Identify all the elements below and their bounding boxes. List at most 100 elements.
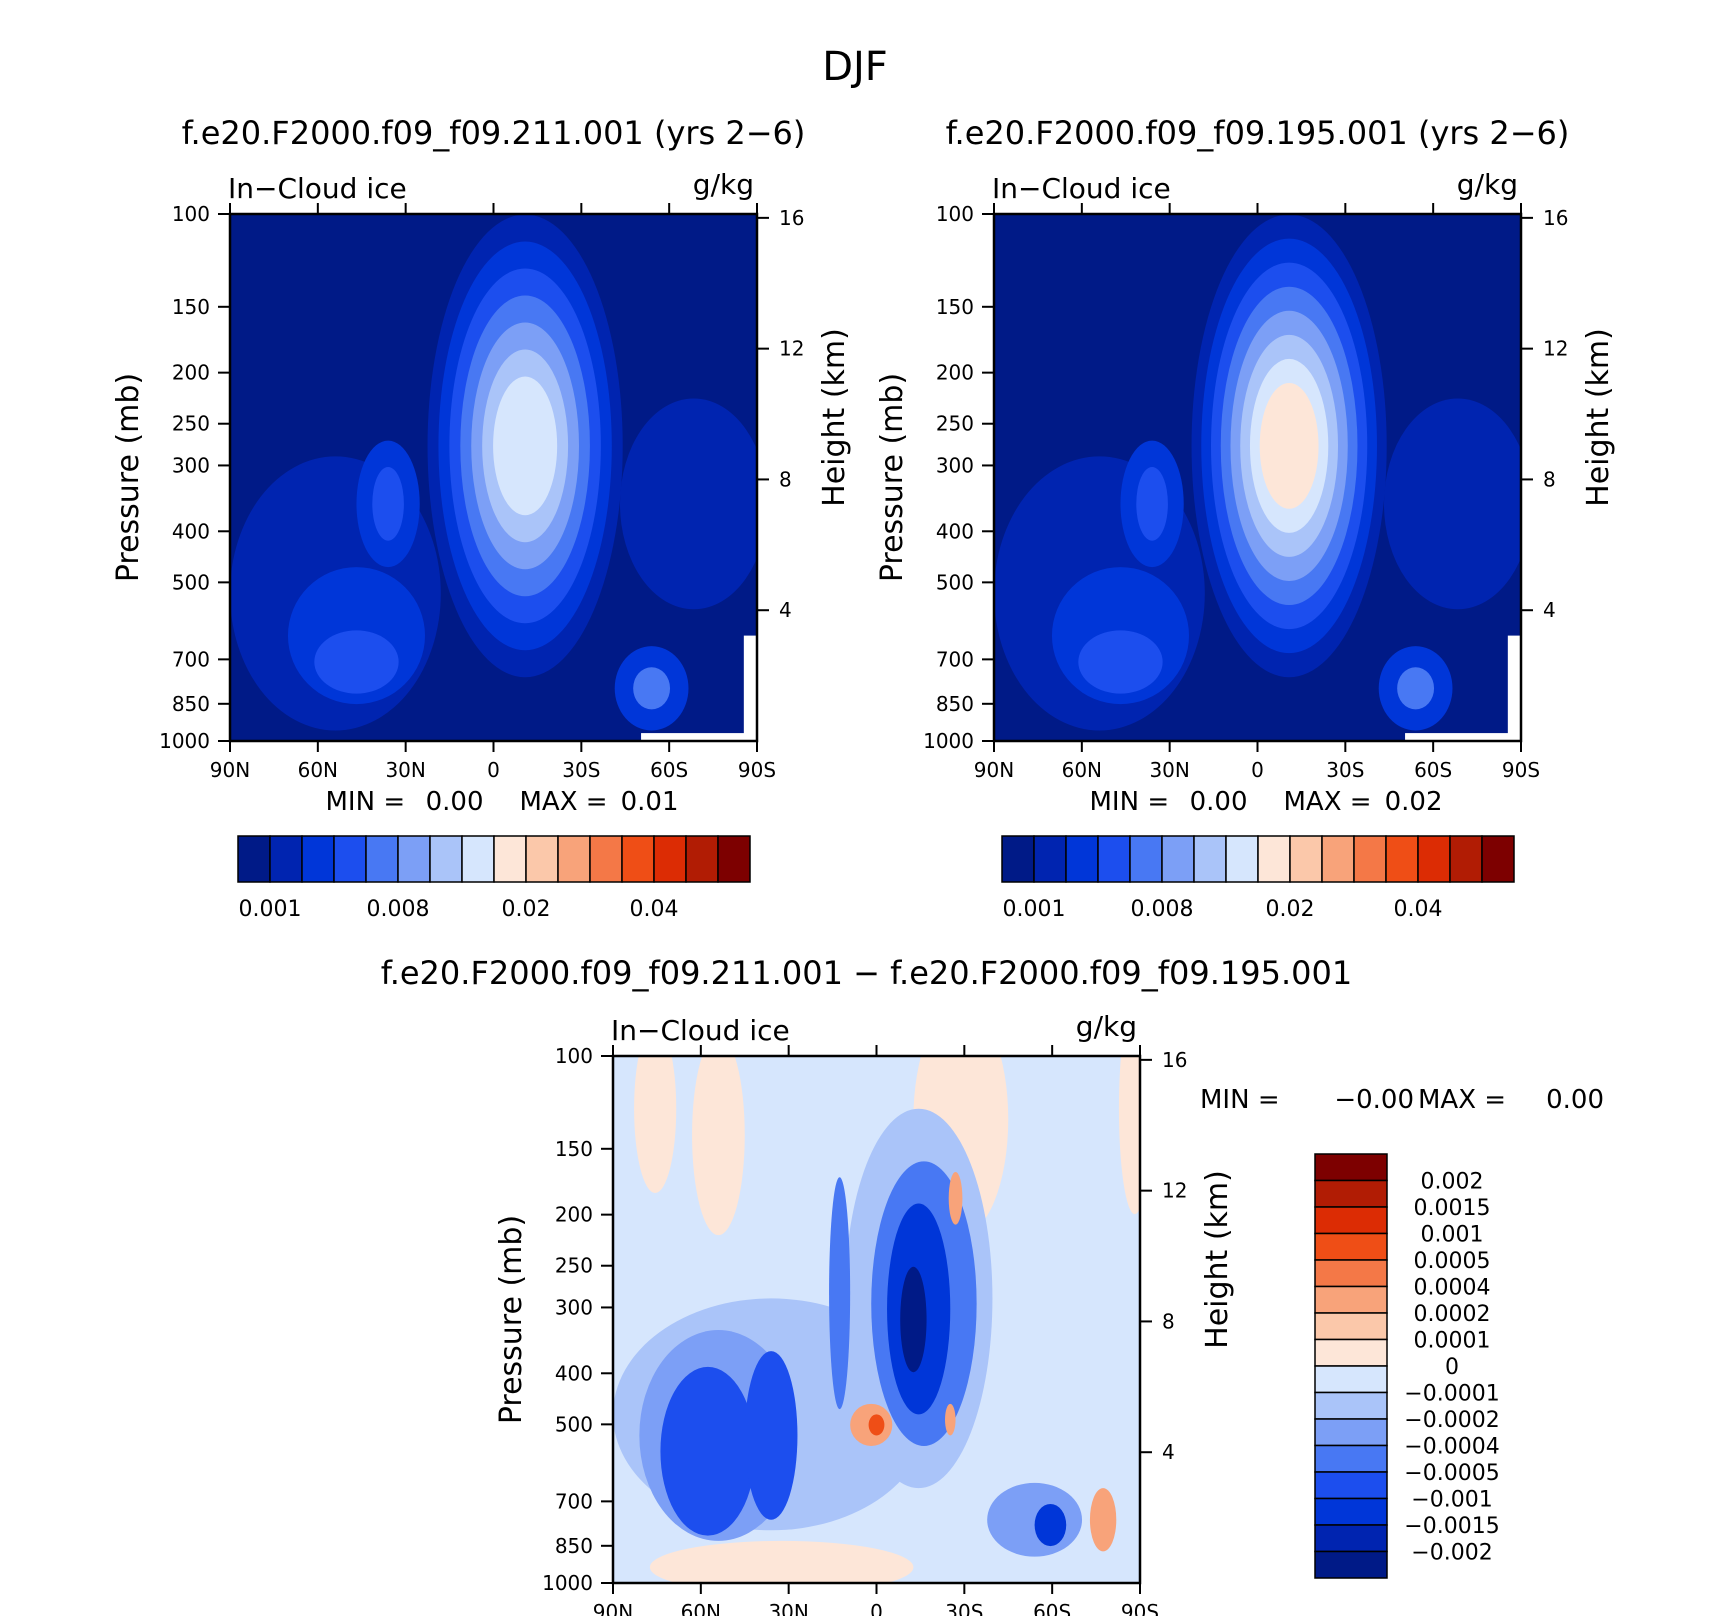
height-tick-label: 12 [1543, 337, 1568, 361]
y-axis-label: Pressure (mb) [111, 373, 146, 582]
x-tick-label: 60S [650, 758, 688, 782]
x-tick-label: 90N [593, 1600, 633, 1616]
y-tick-label: 250 [555, 1254, 593, 1278]
y-tick-label: 850 [936, 692, 974, 716]
contour-level-5 [948, 1171, 963, 1225]
max-value: 0.01 [621, 787, 679, 817]
y-tick-label: 500 [936, 570, 974, 594]
colorbar-box [1314, 1206, 1388, 1235]
colorbar-label: 0.008 [367, 897, 430, 922]
missing-data [1405, 733, 1521, 741]
colorbar-box [1289, 835, 1323, 883]
x-tick-label: 90N [974, 758, 1014, 782]
colorbar: 0.0020.00150.0010.00050.00040.00020.0001… [1314, 1153, 1500, 1579]
x-tick-label: 30N [768, 1600, 808, 1616]
y-tick-label: 400 [936, 519, 974, 543]
y-tick-label: 500 [172, 570, 210, 594]
contour-level-11 [829, 1177, 851, 1410]
colorbar-label: 0.0005 [1414, 1249, 1491, 1274]
contour-level-3 [314, 630, 399, 694]
colorbar-box [1314, 1471, 1388, 1500]
min-value: −0.00 [1334, 1085, 1414, 1115]
y-tick-label: 250 [172, 412, 210, 436]
colorbar-label: −0.0001 [1404, 1382, 1499, 1407]
y-tick-label: 500 [555, 1412, 593, 1436]
colorbar-box [301, 835, 335, 883]
variable-label: In−Cloud ice [611, 1014, 790, 1047]
y-tick-label: 200 [936, 361, 974, 385]
colorbar-label: 0.0002 [1414, 1302, 1491, 1327]
colorbar-box [1097, 835, 1131, 883]
y-tick-label: 300 [555, 1295, 593, 1319]
contour-level-3 [1136, 466, 1168, 541]
height-tick-label: 8 [1162, 1309, 1175, 1333]
colorbar-box [621, 835, 655, 883]
max-value: 0.00 [1546, 1085, 1604, 1115]
contour-level-12 [660, 1366, 756, 1536]
colorbar-label: −0.0002 [1404, 1408, 1499, 1433]
contour-level-7 [1118, 1056, 1140, 1215]
colorbar-box [1225, 835, 1259, 883]
height-axis-label: Height (km) [1200, 1170, 1235, 1349]
height-tick-label: 4 [1162, 1440, 1175, 1464]
contour-level-3 [868, 1414, 885, 1436]
y-tick-label: 200 [555, 1203, 593, 1227]
missing-data [1507, 635, 1521, 741]
x-tick-label: 90S [1502, 758, 1540, 782]
colorbar-box [1314, 1285, 1388, 1314]
y-tick-label: 700 [936, 647, 974, 671]
colorbar-box [653, 835, 687, 883]
contour-level-12 [744, 1351, 798, 1520]
x-tick-label: 60N [1062, 758, 1102, 782]
figure-title: DJF [822, 44, 888, 90]
height-tick-label: 16 [1162, 1048, 1187, 1072]
y-tick-label: 150 [555, 1137, 593, 1161]
colorbar-label: 0.0004 [1414, 1276, 1491, 1301]
contour-field [613, 1056, 1140, 1583]
x-tick-label: 60N [681, 1600, 721, 1616]
variable-label: In−Cloud ice [992, 172, 1171, 205]
colorbar-box [1001, 835, 1035, 883]
height-axis-label: Height (km) [1581, 328, 1616, 507]
colorbar-box [1314, 1365, 1388, 1394]
x-tick-label: 0 [487, 758, 500, 782]
y-tick-label: 100 [936, 202, 974, 226]
colorbar-box [1321, 835, 1355, 883]
y-tick-label: 150 [172, 295, 210, 319]
height-tick-label: 16 [779, 206, 804, 230]
y-tick-label: 700 [172, 647, 210, 671]
x-tick-label: 60N [298, 758, 338, 782]
contour-level-4 [1397, 667, 1435, 710]
y-tick-label: 400 [172, 519, 210, 543]
contour-level-8 [1259, 382, 1319, 509]
colorbar-label: 0 [1445, 1355, 1459, 1380]
units-label: g/kg [1076, 1010, 1137, 1043]
x-tick-label: 30N [1149, 758, 1189, 782]
y-tick-label: 150 [936, 295, 974, 319]
panel-title: f.e20.F2000.f09_f09.195.001 (yrs 2−6) [946, 114, 1570, 152]
colorbar-box [1353, 835, 1387, 883]
y-tick-label: 700 [555, 1489, 593, 1513]
y-axis-label: Pressure (mb) [494, 1215, 529, 1424]
min-label: MIN = [1200, 1085, 1280, 1115]
colorbar-label: 0.04 [1394, 897, 1443, 922]
y-tick-label: 100 [172, 202, 210, 226]
contour-level-7 [649, 1540, 914, 1583]
y-tick-label: 850 [172, 692, 210, 716]
x-tick-label: 30S [945, 1600, 983, 1616]
colorbar-box [1417, 835, 1451, 883]
units-label: g/kg [1457, 168, 1518, 201]
min-value: 0.00 [1190, 787, 1248, 817]
colorbar-box [1065, 835, 1099, 883]
colorbar-label: −0.0004 [1404, 1435, 1499, 1460]
colorbar-box [1314, 1391, 1388, 1420]
colorbar-box [557, 835, 591, 883]
colorbar-label: 0.0001 [1414, 1329, 1491, 1354]
colorbar-box [717, 835, 751, 883]
colorbar-label: 0.001 [239, 897, 302, 922]
height-tick-label: 4 [779, 598, 792, 622]
colorbar: 0.001 0.008 0.02 0.04 [237, 835, 751, 922]
colorbar-box [365, 835, 399, 883]
height-tick-label: 4 [1543, 598, 1556, 622]
contour-level-4 [633, 667, 671, 710]
